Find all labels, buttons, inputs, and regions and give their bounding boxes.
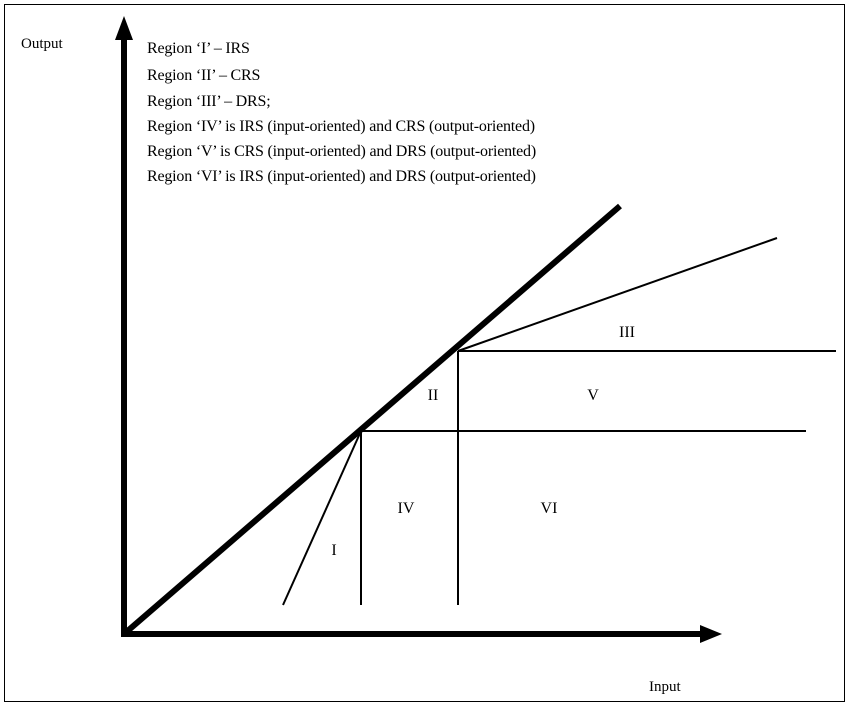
crs-frontier-line <box>122 203 622 637</box>
y-axis-label: Output <box>21 36 63 52</box>
region-label-vi: VI <box>540 500 558 517</box>
legend-line-region-iii: Region ‘III’ – DRS; <box>147 93 271 110</box>
x-axis-arrowhead <box>700 625 722 643</box>
figure-frame <box>4 4 845 702</box>
region-label-v: V <box>587 387 599 404</box>
x-axis-label: Input <box>649 679 681 695</box>
region-label-iii: III <box>619 324 635 341</box>
region-label-iv: IV <box>397 500 415 517</box>
region-label-ii: II <box>427 387 439 404</box>
vrs-irs-segment <box>282 430 362 606</box>
region-label-i: I <box>331 542 337 559</box>
vrs-drs-segment <box>457 237 778 352</box>
legend-line-region-ii: Region ‘II’ – CRS <box>147 67 261 84</box>
y-axis-arrowhead <box>115 16 133 40</box>
legend-line-region-iv: Region ‘IV’ is IRS (input-oriented) and … <box>147 118 535 135</box>
legend-line-region-vi: Region ‘VI’ is IRS (input-oriented) and … <box>147 168 536 185</box>
legend-line-region-v: Region ‘V’ is CRS (input-oriented) and D… <box>147 143 536 160</box>
legend-line-region-i: Region ‘I’ – IRS <box>147 40 250 57</box>
